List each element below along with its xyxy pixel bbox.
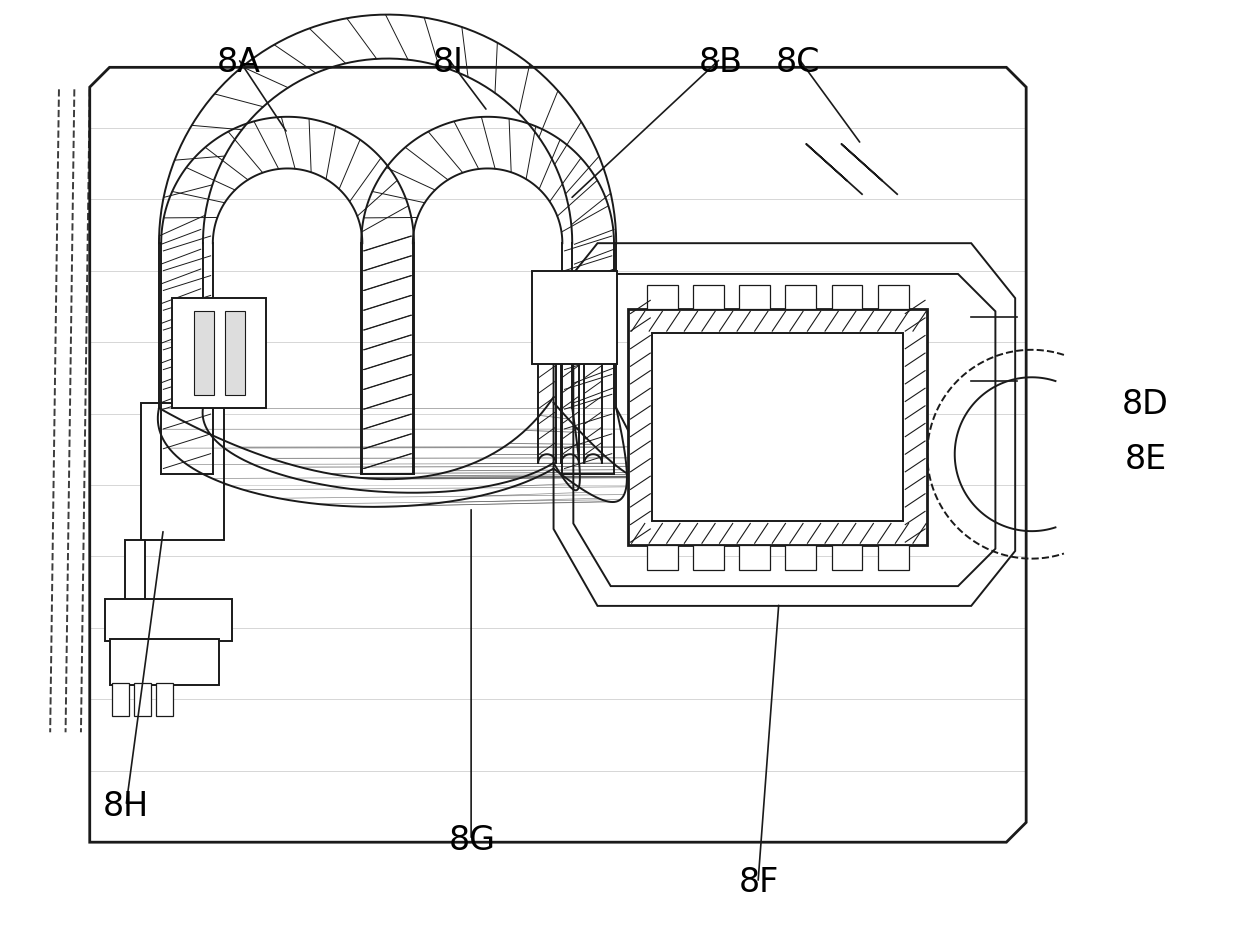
Text: 8I: 8I [432,46,463,80]
Bar [532,271,617,364]
Bar [134,683,151,716]
Text: 8C: 8C [777,46,820,80]
Bar [109,639,219,685]
Bar [786,545,817,570]
Bar [112,683,129,716]
Bar [647,285,678,309]
Text: 8A: 8A [217,46,260,80]
Bar [740,285,771,309]
Bar [105,599,232,641]
Bar [647,545,678,570]
Text: 8F: 8F [738,866,779,899]
Bar [877,545,908,570]
Bar [172,298,265,408]
Text: 8G: 8G [449,824,496,857]
Bar [628,309,927,545]
Bar [141,403,224,540]
Bar [786,285,817,309]
Bar [653,334,903,521]
Text: 8E: 8E [1124,444,1167,476]
Text: 8D: 8D [1123,389,1168,422]
Bar [740,545,771,570]
Bar [225,311,245,395]
Bar [693,285,724,309]
Bar [195,311,214,395]
Bar [877,285,908,309]
Text: 8B: 8B [699,46,743,80]
Bar [156,683,173,716]
Bar [125,540,145,604]
Bar [831,545,862,570]
Bar [693,545,724,570]
Text: 8H: 8H [103,791,149,823]
Bar [831,285,862,309]
